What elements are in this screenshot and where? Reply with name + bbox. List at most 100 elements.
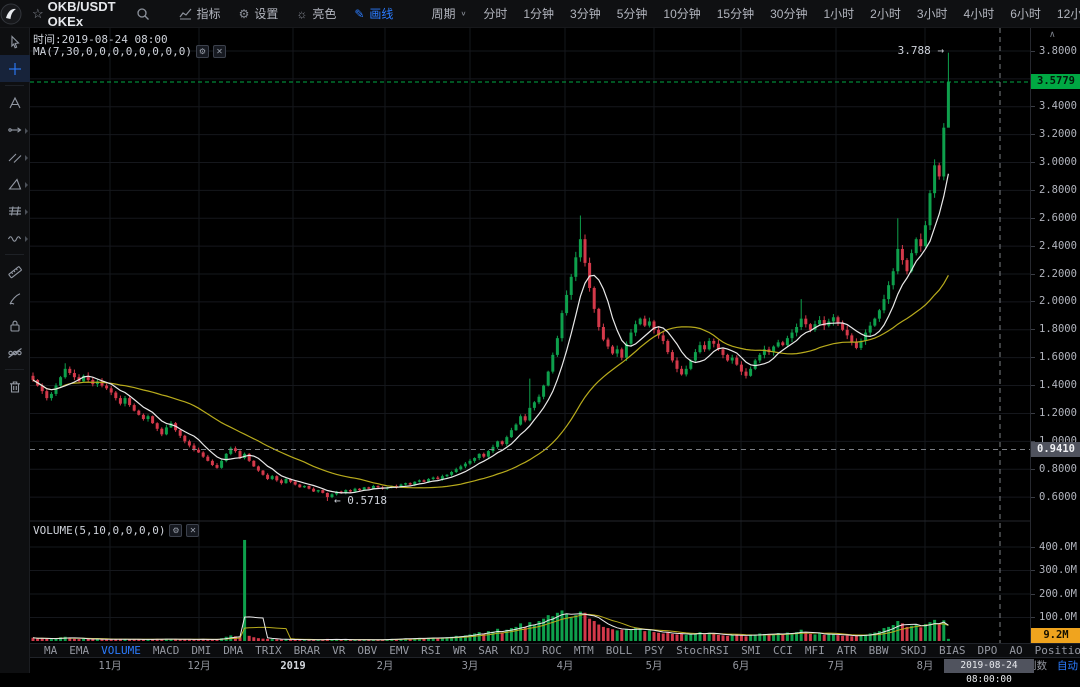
trendline-tool-icon[interactable] <box>0 143 30 170</box>
indicator-tab-BBW[interactable]: BBW <box>868 644 889 657</box>
time-axis[interactable]: 11月 12月 2019 2月 3月 4月 5月 6月 7月 8月 2019-08-24 08:0… <box>30 659 1080 685</box>
month-label: 3月 <box>461 660 479 672</box>
cursor-tool-icon[interactable] <box>0 28 30 55</box>
indicator-tab-EMA[interactable]: EMA <box>69 644 90 657</box>
text-tool-icon[interactable] <box>0 89 30 116</box>
wave-tool-icon[interactable] <box>0 224 30 251</box>
indicator-tab-MFI[interactable]: MFI <box>804 644 825 657</box>
indicator-icon <box>179 8 192 19</box>
pencil-icon: ✎ <box>354 6 365 21</box>
timeframe-4小时[interactable]: 4小时 <box>963 7 995 21</box>
hide-tool-icon[interactable] <box>0 339 30 366</box>
ma-close-icon[interactable]: ✕ <box>212 45 226 58</box>
top-toolbar: ☆ OKB/USDT OKEx 指标 ⚙ 设置 ☼ 亮色 ✎ 画线 周期 ∨ 分… <box>0 0 1080 29</box>
app-logo[interactable] <box>0 0 22 28</box>
timeframe-30分钟[interactable]: 30分钟 <box>770 7 808 21</box>
ruler-tool-icon[interactable] <box>0 258 30 285</box>
indicator-tab-WR[interactable]: WR <box>453 644 467 657</box>
timeframe-1小时[interactable]: 1小时 <box>823 7 855 21</box>
volume-settings-icon[interactable]: ⚙ <box>169 524 183 537</box>
indicator-tab-OBV[interactable]: OBV <box>357 644 378 657</box>
indicator-tab-CCI[interactable]: CCI <box>772 644 793 657</box>
price-tick: 1.2000 <box>1031 407 1077 420</box>
indicator-tab-AO[interactable]: AO <box>1009 644 1023 657</box>
price-axis[interactable]: ∧ 3.8000 3.4000 3.2000 3.0000 2.8000 2.6000 2.… <box>1030 28 1080 658</box>
trash-tool-icon[interactable] <box>0 373 30 400</box>
indicator-tab-VR[interactable]: VR <box>332 644 346 657</box>
collapse-pane-icon[interactable]: ∧ <box>1049 29 1056 39</box>
indicator-tab-DMA[interactable]: DMA <box>223 644 244 657</box>
symbol-title[interactable]: OKB/USDT OKEx <box>47 0 116 29</box>
indicator-tab-DMI[interactable]: DMI <box>191 644 212 657</box>
search-icon[interactable] <box>136 7 150 21</box>
indicator-tab-BIAS[interactable]: BIAS <box>938 644 966 657</box>
indicator-tab-Position[interactable]: Position <box>1034 644 1080 657</box>
indicator-tab-VOLUME[interactable]: VOLUME <box>101 644 141 657</box>
gear-icon: ⚙ <box>238 6 250 21</box>
settings-button[interactable]: ⚙ 设置 <box>238 6 279 22</box>
parallel-tool-icon[interactable] <box>0 197 30 224</box>
low-price-annotation: ← 0.5718 <box>334 494 387 507</box>
timeframe-15分钟[interactable]: 15分钟 <box>716 7 755 21</box>
candlestick-chart[interactable] <box>30 28 1030 658</box>
indicator-tab-DPO[interactable]: DPO <box>977 644 998 657</box>
indicator-tab-TRIX[interactable]: TRIX <box>255 644 282 657</box>
price-tick: 3.2000 <box>1031 128 1077 141</box>
price-tick: 1.6000 <box>1031 351 1077 364</box>
drawing-toolbar <box>0 28 30 673</box>
price-tick: 3.0000 <box>1031 156 1077 169</box>
indicator-tab-PSY[interactable]: PSY <box>644 644 665 657</box>
sun-icon: ☼ <box>296 6 308 21</box>
indicator-tab-StochRSI[interactable]: StochRSI <box>676 644 730 657</box>
volume-tick: 300.0M <box>1031 564 1077 577</box>
month-label: 2019 <box>280 660 306 672</box>
indicator-tab-ROC[interactable]: ROC <box>542 644 562 657</box>
price-tick: 0.6000 <box>1031 491 1077 504</box>
indicator-tab-BOLL[interactable]: BOLL <box>605 644 633 657</box>
ma-settings-icon[interactable]: ⚙ <box>195 45 209 58</box>
ray-tool-icon[interactable] <box>0 116 30 143</box>
timeframe-分时[interactable]: 分时 <box>483 7 508 21</box>
timeframe-5分钟[interactable]: 5分钟 <box>616 7 648 21</box>
timeframe-3分钟[interactable]: 3分钟 <box>570 7 601 21</box>
indicator-tab-KDJ[interactable]: KDJ <box>510 644 530 657</box>
month-label: 8月 <box>916 660 934 672</box>
shape-tool-icon[interactable] <box>0 170 30 197</box>
volume-indicator-label: VOLUME(5,10,0,0,0,0) <box>33 524 166 537</box>
indicator-tab-SKDJ[interactable]: SKDJ <box>900 644 927 657</box>
timeframe-2小时[interactable]: 2小时 <box>870 7 901 21</box>
tool-separator <box>5 254 24 255</box>
indicator-tab-RSI[interactable]: RSI <box>421 644 441 657</box>
light-theme-button[interactable]: ☼ 亮色 <box>296 6 337 22</box>
ma-indicator-row: MA(7,30,0,0,0,0,0,0,0,0) ⚙ ✕ <box>33 45 226 58</box>
period-dropdown[interactable]: 周期 ∨ <box>431 7 467 21</box>
crosshair-tool-icon[interactable] <box>0 55 30 82</box>
favorite-star-icon[interactable]: ☆ <box>32 5 44 21</box>
month-label: 4月 <box>556 660 574 672</box>
brush-tool-icon[interactable] <box>0 285 30 312</box>
chart-canvas[interactable]: 时间:2019-08-24 08:00 MA(7,30,0,0,0,0,0,0,… <box>30 28 1030 658</box>
timeframe-3小时[interactable]: 3小时 <box>916 7 948 21</box>
price-tick: 2.2000 <box>1031 268 1077 281</box>
draw-line-button[interactable]: ✎ 画线 <box>354 6 394 22</box>
indicator-tab-SAR[interactable]: SAR <box>478 644 499 657</box>
indicators-button[interactable]: 指标 <box>179 5 221 22</box>
price-tick: 3.4000 <box>1031 100 1077 113</box>
auto-scale-toggle[interactable]: 自动 <box>1057 660 1078 672</box>
indicator-tab-EMV[interactable]: EMV <box>389 644 410 657</box>
timeframe-10分钟[interactable]: 10分钟 <box>663 7 701 21</box>
indicator-tab-SMI[interactable]: SMI <box>741 644 761 657</box>
indicator-tab-ATR[interactable]: ATR <box>836 644 857 657</box>
indicator-tab-MTM[interactable]: MTM <box>573 644 594 657</box>
timeframe-6小时[interactable]: 6小时 <box>1010 7 1041 21</box>
indicator-tab-MACD[interactable]: MACD <box>152 644 180 657</box>
lock-tool-icon[interactable] <box>0 312 30 339</box>
volume-close-icon[interactable]: ✕ <box>186 524 200 537</box>
indicator-tab-bar: MA EMA VOLUME MACD DMI DMA TRIX BRAR VR OBV EMV RSI… <box>30 643 1080 658</box>
timeframe-1分钟[interactable]: 1分钟 <box>523 7 555 21</box>
high-price-annotation: 3.788 → <box>897 44 944 57</box>
volume-indicator-row: VOLUME(5,10,0,0,0,0) ⚙ ✕ <box>33 524 200 537</box>
indicator-tab-MA[interactable]: MA <box>44 644 58 657</box>
indicator-tab-BRAR[interactable]: BRAR <box>293 644 321 657</box>
